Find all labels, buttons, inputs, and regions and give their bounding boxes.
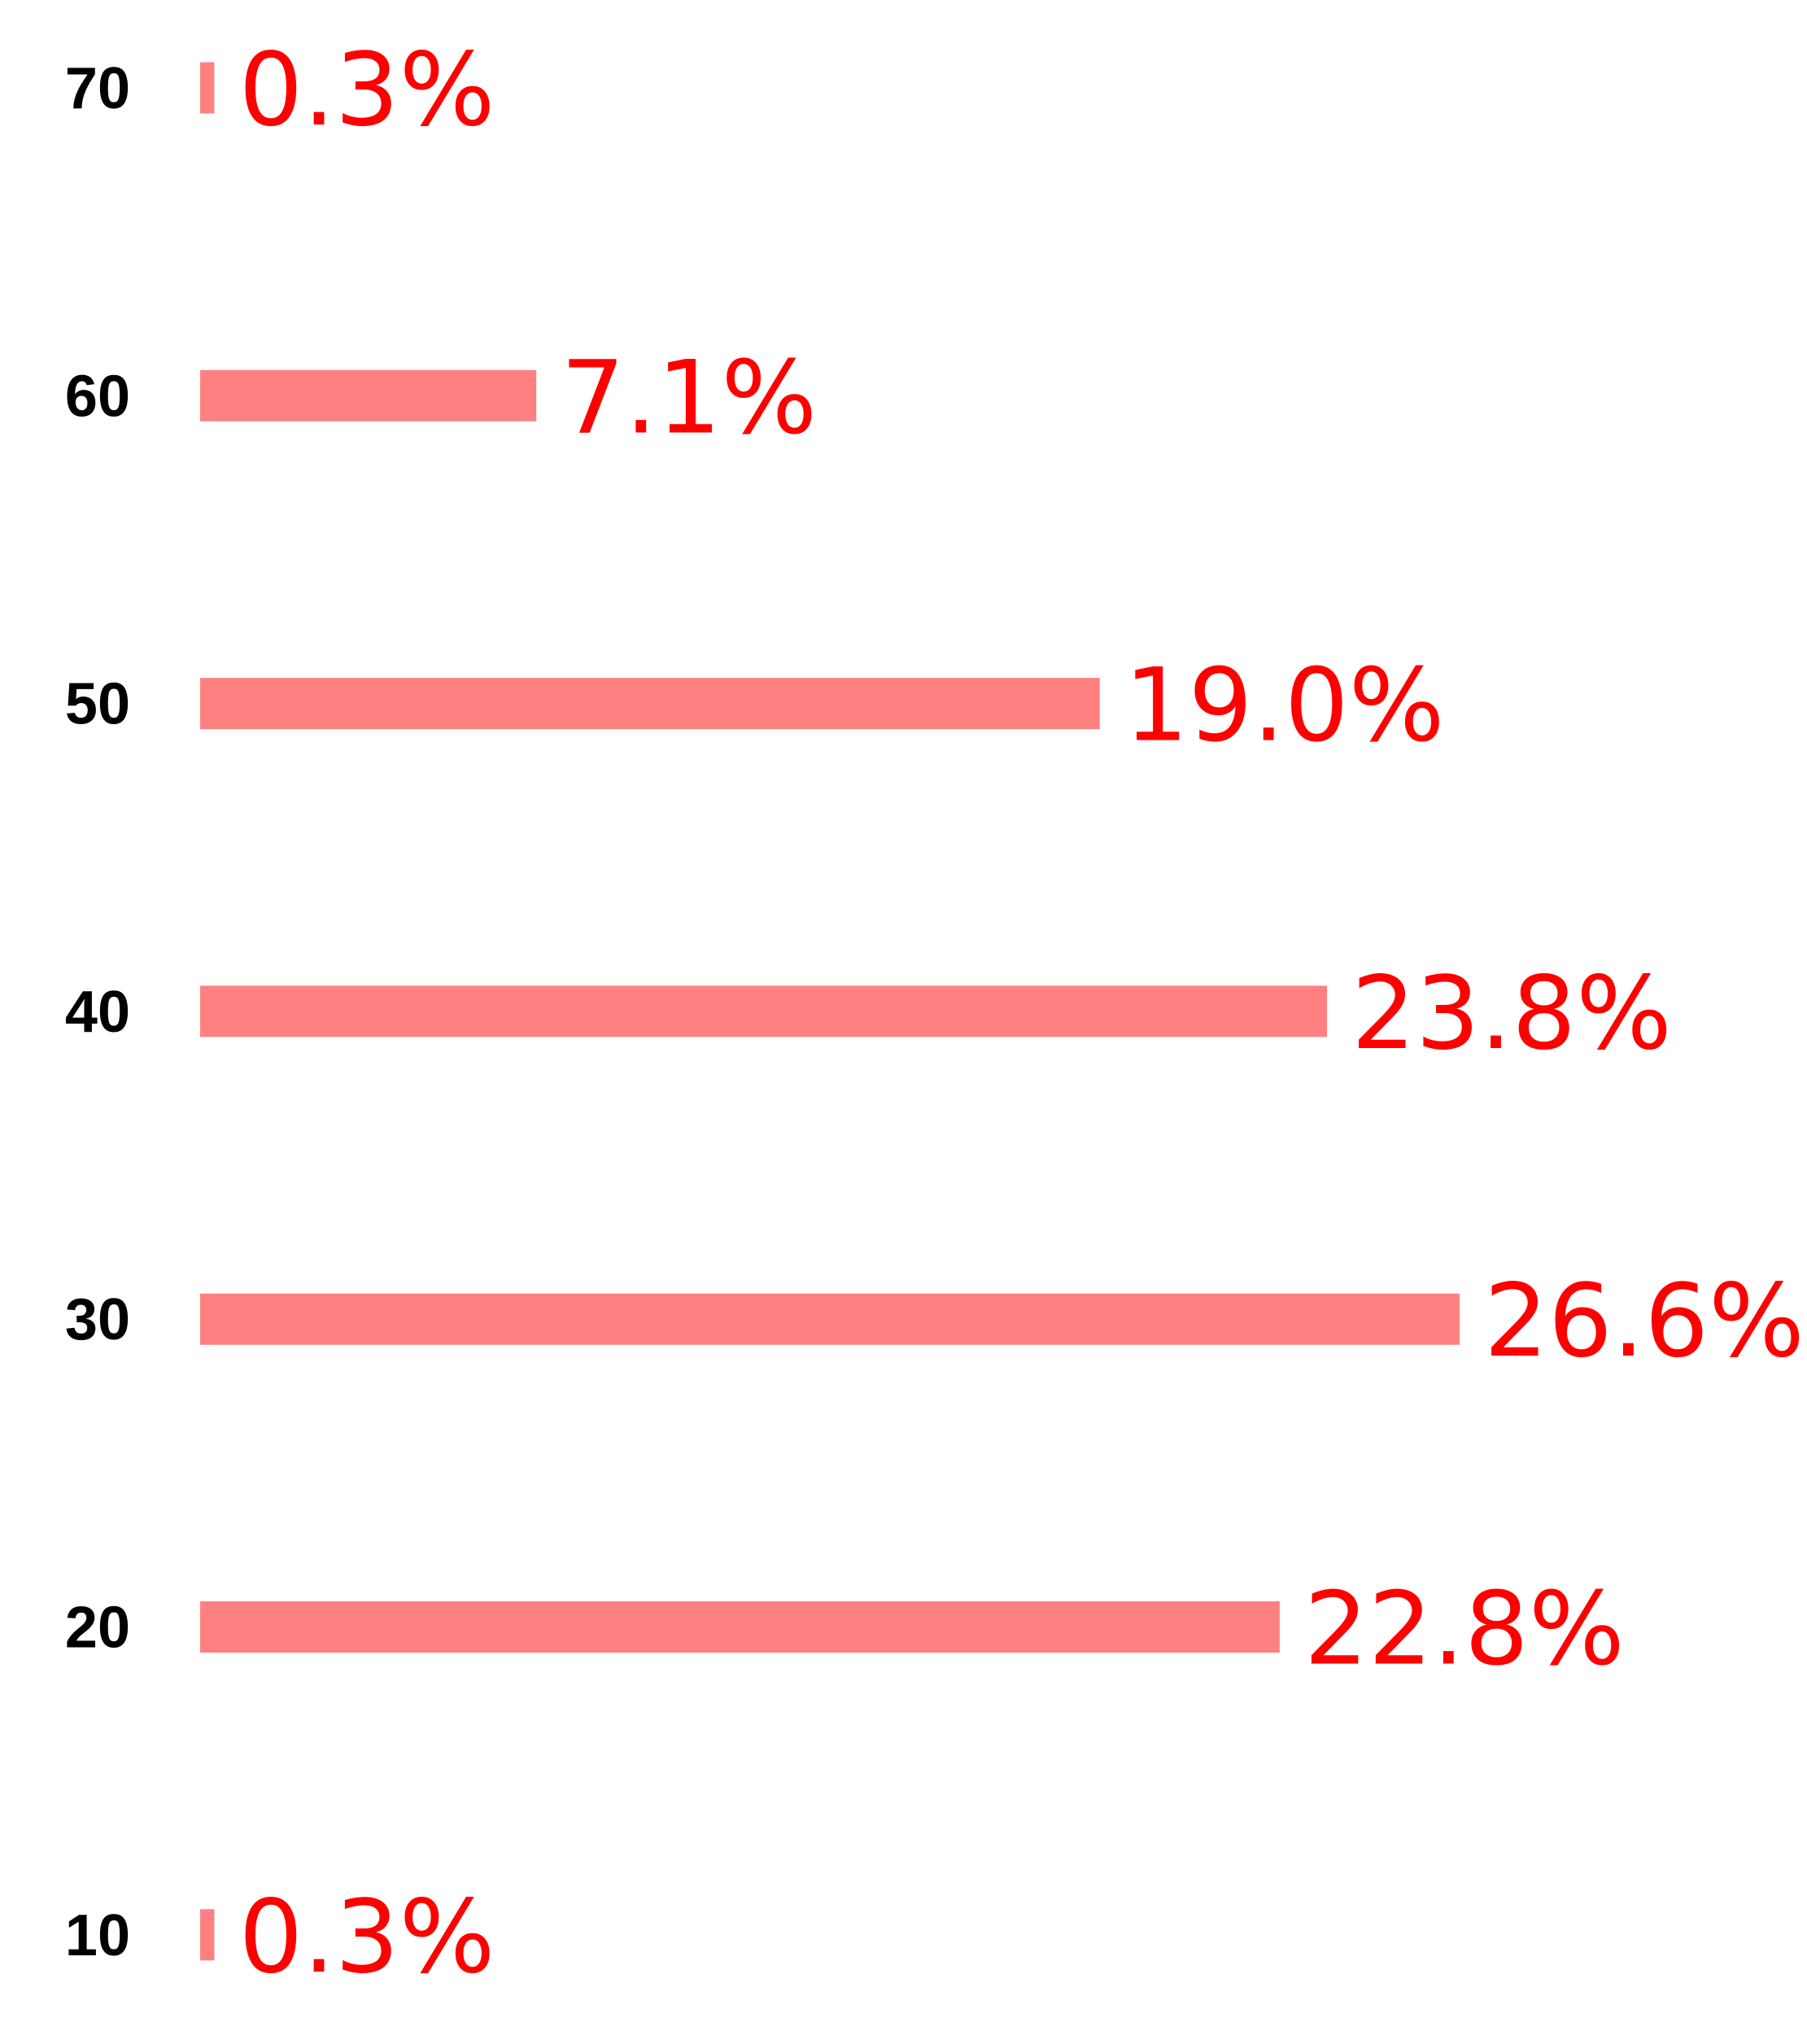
data-label: 7.1% xyxy=(561,339,817,456)
data-label: 23.8% xyxy=(1351,955,1672,1072)
data-label: 0.3% xyxy=(238,1879,495,1996)
category-label: 60 xyxy=(65,364,130,429)
category-label: 20 xyxy=(65,1596,130,1661)
bar xyxy=(200,369,537,421)
category-label: 50 xyxy=(65,672,130,737)
bar xyxy=(200,1909,215,1961)
category-label: 10 xyxy=(65,1903,130,1968)
category-label: 70 xyxy=(65,56,130,121)
category-label: 40 xyxy=(65,980,130,1045)
data-label: 26.6% xyxy=(1484,1263,1805,1380)
bar xyxy=(200,985,1328,1037)
data-label: 22.8% xyxy=(1304,1571,1625,1688)
category-label: 30 xyxy=(65,1287,130,1352)
data-label: 19.0% xyxy=(1124,648,1445,765)
bar xyxy=(200,678,1100,730)
data-label: 0.3% xyxy=(238,32,495,149)
bar xyxy=(200,1601,1280,1653)
bar xyxy=(200,62,215,114)
bar xyxy=(200,1293,1460,1345)
